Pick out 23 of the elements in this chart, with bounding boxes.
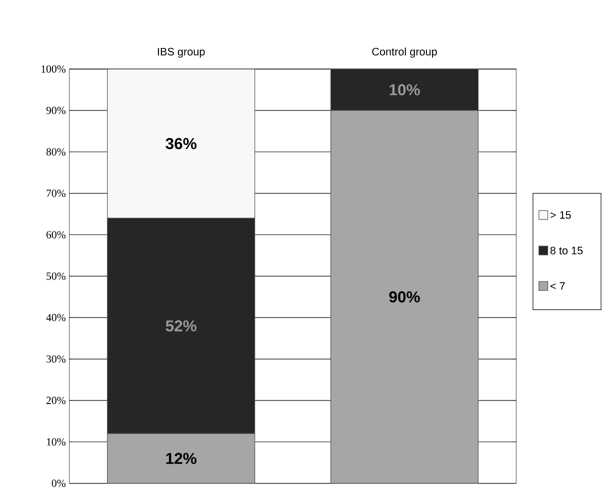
data-label: 12% (166, 452, 196, 464)
data-label: 10% (390, 84, 420, 96)
y-tick-label: 0% (52, 480, 66, 487)
legend-label: < 7 (550, 282, 565, 290)
data-label: 52% (166, 320, 196, 332)
y-tick-label: 80% (46, 148, 66, 156)
y-tick-label: 90% (46, 106, 66, 114)
y-tick-label: 70% (46, 190, 66, 197)
data-label: 90% (389, 291, 420, 302)
y-tick-label: 30% (46, 355, 66, 363)
y-tick-label: 50% (46, 272, 66, 280)
bar (330, 69, 479, 111)
y-tick-label: 60% (46, 231, 66, 238)
y-tick-label: 20% (46, 396, 66, 404)
data-label: 36% (166, 138, 196, 150)
legend-label: 8 to 15 (550, 246, 583, 254)
y-tick-label: 100% (42, 65, 66, 73)
legend-label: > 15 (550, 211, 571, 219)
x-tick-label: IBS group (158, 48, 205, 58)
y-tick-label: 10% (46, 438, 66, 446)
y-tick-label: 40% (46, 314, 66, 322)
bar (107, 218, 256, 434)
x-tick-label: Control group (372, 48, 437, 58)
